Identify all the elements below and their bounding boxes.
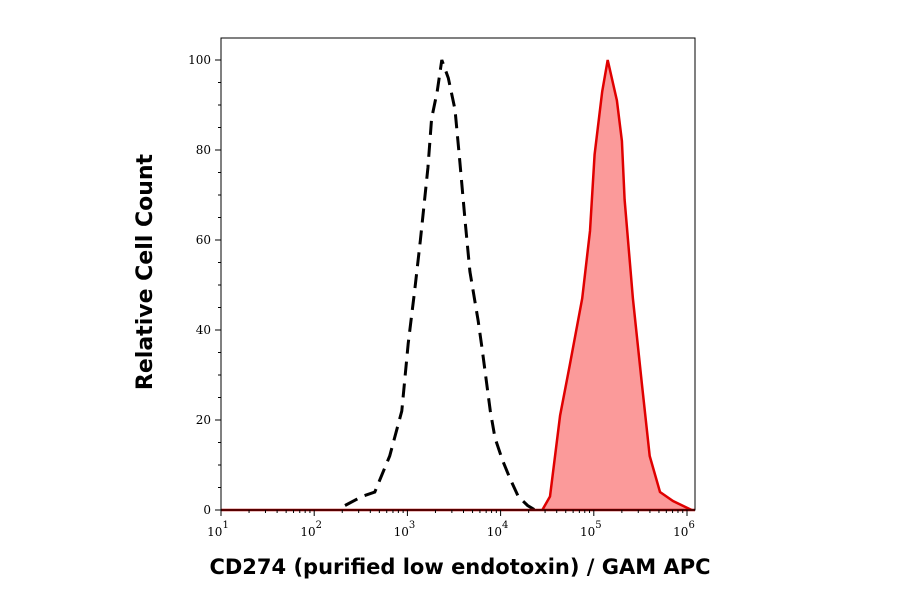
x-tick-label: 105 [580,520,602,539]
y-tick-label: 0 [203,503,211,517]
plot-frame [220,37,696,511]
series-fill-1 [542,60,692,510]
series-line-1 [541,59,693,512]
y-tick-label: 100 [188,53,211,67]
x-tick-label: 102 [300,520,322,539]
x-tick-label: 103 [394,520,416,539]
series-line-0 [344,59,536,512]
x-tick-label: 106 [673,520,695,539]
x-tick-label: 101 [207,520,229,539]
y-tick-label: 20 [196,413,211,427]
y-axis-label: Relative Cell Count [133,153,158,390]
y-tick-label: 60 [196,233,211,247]
x-tick-label: 104 [487,520,509,539]
x-axis-label: CD274 (purified low endotoxin) / GAM APC [209,555,710,579]
y-tick-label: 80 [196,143,211,157]
y-tick-label: 40 [196,323,211,337]
